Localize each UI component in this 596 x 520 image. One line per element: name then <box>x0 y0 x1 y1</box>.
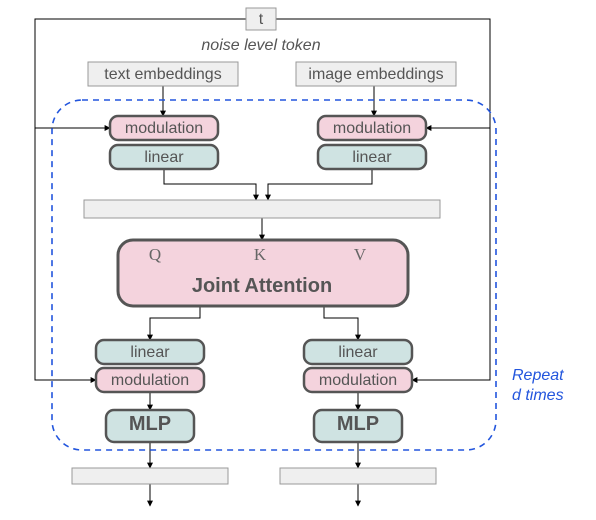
edge <box>268 169 372 200</box>
label: linear <box>144 149 184 166</box>
label: MLP <box>337 413 379 435</box>
edge <box>35 128 96 380</box>
node-outR <box>280 468 436 484</box>
repeat-line2: d times <box>512 387 564 404</box>
label: modulation <box>319 372 397 389</box>
label: linear <box>352 149 392 166</box>
label: text embeddings <box>104 66 221 83</box>
label: image embeddings <box>308 66 443 83</box>
labels: t noise level token text embeddings image e… <box>104 11 564 435</box>
label: linear <box>130 344 170 361</box>
node-concat <box>84 200 440 218</box>
label: modulation <box>125 120 203 137</box>
label: modulation <box>333 120 411 137</box>
label: modulation <box>111 372 189 389</box>
edge <box>150 306 200 340</box>
label: noise level token <box>201 37 320 54</box>
label: Q <box>149 245 161 264</box>
label: Joint Attention <box>192 275 332 297</box>
label: K <box>254 245 267 264</box>
label: MLP <box>129 413 171 435</box>
edge <box>164 169 256 200</box>
label: V <box>354 245 367 264</box>
edge <box>324 306 358 340</box>
label: linear <box>338 344 378 361</box>
node-outL <box>72 468 228 484</box>
label: t <box>259 11 264 28</box>
label: Repeat <box>512 367 564 384</box>
